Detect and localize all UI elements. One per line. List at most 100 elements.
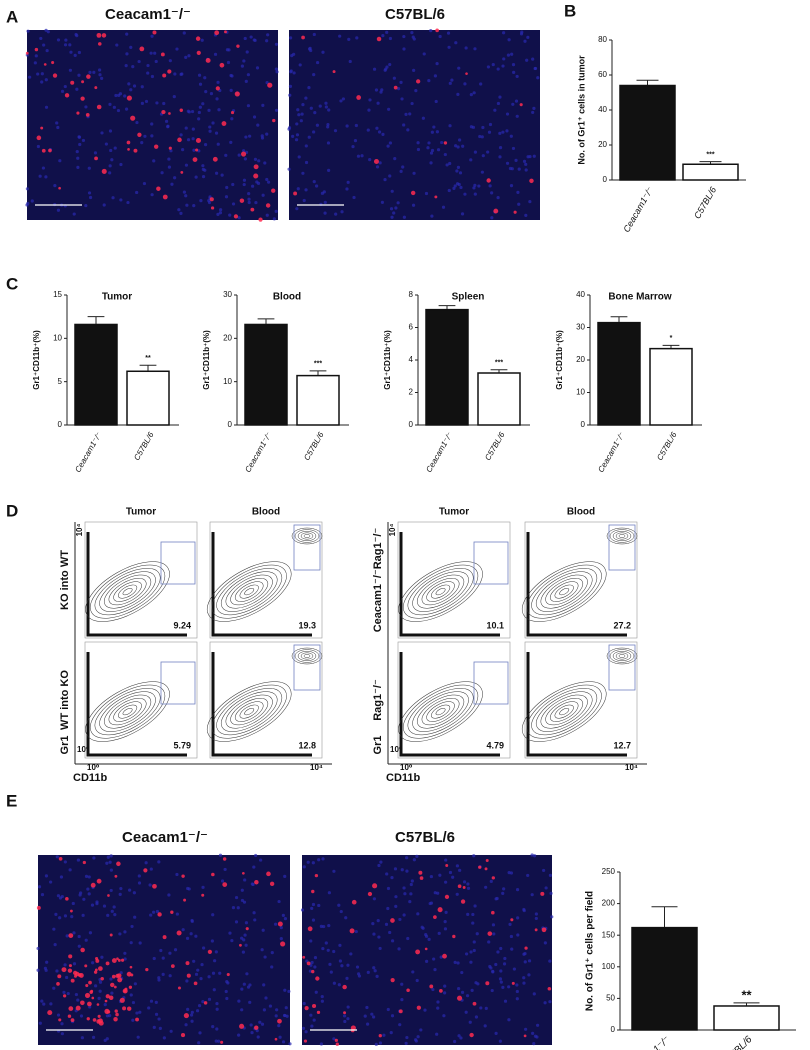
nucleus — [84, 203, 88, 208]
red-cell — [452, 934, 456, 939]
nucleus — [348, 59, 352, 64]
nucleus — [509, 934, 513, 939]
contour — [522, 561, 607, 622]
nucleus — [184, 1023, 188, 1027]
nucleus — [353, 139, 358, 143]
nucleus — [304, 144, 308, 148]
red-cell — [98, 966, 103, 971]
nucleus — [329, 970, 333, 974]
nucleus — [197, 117, 201, 121]
nucleus — [320, 999, 324, 1003]
red-cell — [311, 969, 315, 974]
nucleus — [254, 200, 258, 205]
nucleus — [440, 140, 444, 145]
red-cell — [143, 868, 148, 873]
nucleus — [118, 932, 122, 936]
nucleus — [167, 165, 172, 169]
nucleus — [72, 962, 77, 966]
red-cell — [415, 949, 421, 955]
gate-percent: 9.24 — [173, 620, 191, 630]
nucleus — [128, 888, 132, 892]
nucleus — [498, 146, 503, 150]
nucleus — [55, 855, 59, 859]
nucleus — [63, 43, 68, 47]
nucleus — [229, 140, 233, 145]
nucleus — [463, 82, 467, 86]
nucleus — [326, 948, 330, 952]
red-cell — [75, 1005, 81, 1011]
bar — [597, 321, 641, 426]
red-cell — [85, 983, 89, 988]
nucleus — [445, 163, 449, 167]
y-tick-label: 40 — [576, 290, 585, 299]
nucleus — [400, 998, 404, 1002]
nucleus — [496, 196, 500, 200]
red-cell — [81, 80, 85, 84]
nucleus — [45, 960, 49, 964]
red-cell — [85, 112, 90, 117]
nucleus — [288, 93, 292, 97]
nucleus — [510, 52, 514, 56]
column-header: Tumor — [439, 507, 469, 518]
nucleus — [198, 1031, 202, 1035]
nucleus — [68, 68, 73, 72]
nucleus — [192, 204, 196, 208]
y-tick-label: 10⁰ — [77, 745, 90, 754]
red-cell — [168, 112, 171, 115]
nucleus — [132, 891, 136, 895]
contour — [230, 578, 269, 606]
nucleus — [457, 986, 461, 991]
nucleus — [108, 129, 113, 133]
red-cell — [211, 872, 215, 877]
nucleus — [405, 1035, 409, 1040]
nucleus — [186, 109, 190, 113]
nucleus — [92, 70, 96, 74]
red-cell — [183, 898, 187, 902]
nucleus — [60, 89, 65, 93]
nucleus — [261, 103, 265, 107]
nucleus — [448, 161, 452, 166]
nucleus — [360, 154, 364, 158]
nucleus — [53, 943, 57, 947]
nucleus — [106, 913, 110, 917]
nucleus — [463, 192, 467, 196]
nucleus — [252, 865, 256, 869]
nucleus — [365, 1005, 369, 1010]
red-cell — [311, 889, 315, 894]
nucleus — [208, 129, 212, 133]
nucleus — [502, 962, 507, 966]
nucleus — [523, 39, 527, 43]
nucleus — [40, 80, 44, 84]
contour — [421, 578, 460, 606]
nucleus — [522, 952, 526, 956]
nucleus — [471, 125, 476, 129]
nucleus — [104, 142, 108, 146]
nucleus — [224, 989, 228, 994]
bar — [425, 308, 469, 426]
axis-events — [526, 532, 627, 637]
nucleus — [311, 918, 316, 922]
nucleus — [237, 153, 241, 157]
nucleus — [390, 215, 394, 219]
y-tick-label: 50 — [606, 994, 615, 1003]
red-cell — [222, 857, 227, 861]
nucleus — [414, 89, 418, 93]
nucleus — [548, 1000, 552, 1004]
nucleus — [38, 174, 42, 178]
nucleus — [326, 122, 330, 127]
nucleus — [77, 944, 81, 948]
red-cell — [152, 30, 157, 35]
red-cell — [156, 186, 161, 191]
nucleus — [389, 1031, 393, 1035]
nucleus — [310, 906, 314, 910]
nucleus — [473, 150, 478, 154]
nucleus — [161, 972, 165, 976]
nucleus — [455, 892, 459, 896]
contour — [554, 704, 574, 719]
red-cell — [457, 884, 462, 889]
red-cell — [277, 1018, 282, 1024]
red-cell — [126, 1006, 132, 1011]
nucleus — [406, 128, 410, 132]
nucleus — [333, 129, 338, 133]
nucleus — [304, 188, 308, 192]
